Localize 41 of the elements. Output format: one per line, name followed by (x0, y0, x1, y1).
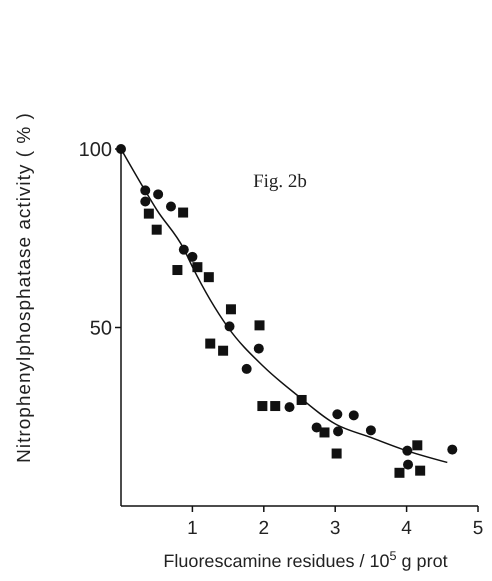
x-tick-label: 3 (330, 518, 340, 539)
point (333, 426, 344, 436)
point (403, 460, 414, 470)
point (348, 410, 359, 420)
point (312, 422, 322, 432)
point (394, 468, 404, 478)
point (319, 427, 330, 438)
point (254, 320, 265, 330)
point (257, 401, 268, 412)
x-tick-label: 4 (401, 518, 412, 539)
point (332, 448, 342, 459)
point (192, 262, 202, 272)
annotation: Fig. 2b (253, 171, 307, 192)
point (415, 466, 426, 476)
point (140, 196, 150, 206)
point (187, 252, 198, 262)
point (166, 201, 176, 212)
point (204, 272, 214, 282)
point (152, 224, 162, 235)
point (144, 208, 154, 219)
point (153, 189, 164, 200)
point (412, 440, 422, 450)
y-tick-label: 100 (78, 139, 112, 161)
x-tick-label: 5 (472, 518, 484, 539)
point (332, 409, 342, 420)
point (226, 304, 236, 314)
point (447, 444, 458, 455)
point (178, 208, 188, 218)
x-tick-label: 1 (187, 518, 198, 539)
point (218, 346, 228, 356)
point (172, 265, 182, 276)
point (205, 338, 216, 349)
point (270, 401, 280, 412)
point (254, 344, 264, 354)
point (366, 425, 376, 436)
point (284, 402, 295, 412)
point (242, 364, 252, 374)
y-tick-label: 50 (90, 318, 112, 340)
x-tick-label: 2 (258, 518, 270, 539)
x-axis-title: Fluorescamine residues / 10$^{5}$ g prot (163, 549, 448, 571)
y-axis-title: Nitrophenylphosphatase activity ( % ) (14, 112, 35, 463)
